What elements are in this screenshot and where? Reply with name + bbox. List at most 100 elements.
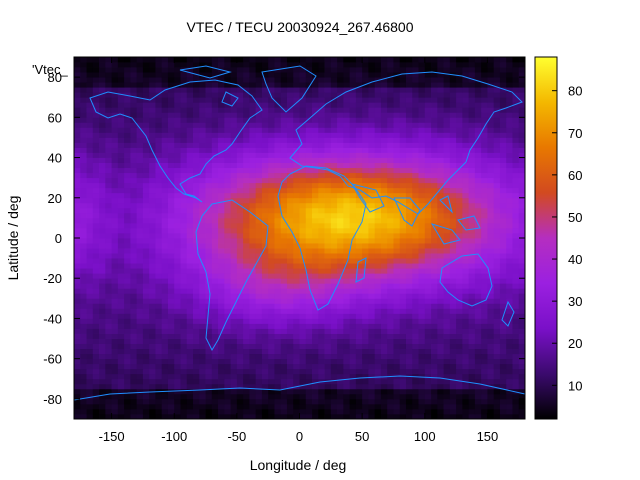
heatmap-cell (493, 398, 501, 405)
heatmap-cell (456, 258, 463, 264)
heatmap-cell (474, 368, 482, 375)
heatmap-cell (280, 323, 288, 329)
heatmap-cell (186, 243, 194, 249)
heatmap-cell (149, 398, 156, 405)
heatmap-cell (155, 263, 163, 269)
heatmap-cell (293, 157, 300, 163)
heatmap-cell (362, 398, 369, 405)
heatmap-cell (274, 117, 282, 123)
heatmap-cell (243, 368, 250, 375)
heatmap-cell (305, 152, 313, 158)
heatmap-cell (161, 227, 169, 234)
heatmap-cell (518, 177, 525, 184)
heatmap-cell (368, 298, 376, 304)
heatmap-cell (368, 313, 376, 319)
heatmap-cell (299, 378, 307, 385)
heatmap-cell (136, 157, 144, 163)
heatmap-cell (387, 343, 394, 350)
heatmap-cell (230, 358, 238, 365)
heatmap-cell (174, 92, 181, 98)
heatmap-cell (174, 348, 181, 355)
heatmap-cell (142, 348, 150, 355)
heatmap-cell (324, 147, 332, 153)
heatmap-cell (481, 308, 488, 314)
heatmap-cell (481, 87, 488, 93)
heatmap-cell (111, 232, 119, 239)
heatmap-cell (512, 227, 520, 234)
heatmap-cell (224, 207, 231, 214)
heatmap-cell (255, 318, 263, 324)
heatmap-cell (299, 72, 307, 78)
heatmap-cell (218, 107, 225, 113)
heatmap-cell (418, 92, 426, 98)
heatmap-cell (205, 313, 213, 319)
heatmap-cell (343, 192, 351, 199)
heatmap-cell (499, 253, 507, 259)
heatmap-cell (174, 273, 181, 279)
heatmap-cell (92, 137, 100, 143)
heatmap-cell (174, 222, 181, 229)
heatmap-cell (393, 82, 401, 88)
heatmap-cell (449, 288, 457, 294)
heatmap-cell (449, 102, 457, 108)
heatmap-cell (324, 278, 332, 284)
heatmap-cell (136, 283, 144, 289)
heatmap-cell (124, 207, 131, 214)
heatmap-cell (205, 328, 213, 334)
heatmap-cell (86, 87, 94, 93)
heatmap-cell (211, 393, 219, 400)
heatmap-cell (499, 102, 507, 108)
heatmap-cell (249, 117, 257, 123)
heatmap-cell (349, 378, 357, 385)
heatmap-cell (142, 77, 150, 83)
heatmap-cell (80, 82, 87, 88)
heatmap-cell (161, 253, 169, 259)
heatmap-cell (405, 243, 413, 249)
heatmap-cell (105, 378, 112, 385)
heatmap-cell (474, 97, 482, 103)
heatmap-cell (255, 217, 263, 224)
heatmap-cell (249, 152, 257, 158)
heatmap-cell (280, 263, 288, 269)
heatmap-cell (224, 107, 231, 113)
heatmap-cell (293, 187, 300, 194)
heatmap-cell (499, 152, 507, 158)
heatmap-cell (474, 328, 482, 334)
heatmap-cell (305, 318, 313, 324)
heatmap-cell (174, 197, 181, 204)
heatmap-cell (286, 132, 294, 138)
heatmap-cell (312, 393, 319, 400)
heatmap-cell (286, 77, 294, 83)
heatmap-cell (218, 343, 225, 350)
heatmap-cell (92, 368, 100, 375)
heatmap-cell (518, 222, 525, 229)
heatmap-cell (399, 348, 407, 355)
heatmap-cell (136, 388, 144, 395)
heatmap-cell (161, 172, 169, 179)
heatmap-cell (299, 197, 307, 204)
heatmap-cell (443, 338, 451, 344)
heatmap-cell (180, 248, 188, 254)
heatmap-cell (105, 132, 112, 138)
heatmap-cell (374, 157, 382, 163)
heatmap-cell (205, 363, 213, 370)
heatmap-cell (255, 177, 263, 184)
heatmap-cell (199, 182, 206, 189)
heatmap-cell (155, 248, 163, 254)
heatmap-cell (468, 403, 476, 410)
heatmap-cell (199, 243, 206, 249)
heatmap-cell (86, 258, 94, 264)
heatmap-cell (299, 243, 307, 249)
heatmap-cell (193, 338, 200, 344)
heatmap-cell (412, 343, 419, 350)
heatmap-cell (80, 278, 87, 284)
heatmap-cell (362, 182, 369, 189)
heatmap-cell (487, 107, 495, 113)
heatmap-cell (236, 167, 244, 174)
heatmap-cell (493, 77, 501, 83)
heatmap-cell (224, 268, 231, 274)
heatmap-cell (193, 328, 200, 334)
heatmap-cell (468, 398, 476, 405)
heatmap-cell (474, 258, 482, 264)
heatmap-cell (431, 258, 438, 264)
